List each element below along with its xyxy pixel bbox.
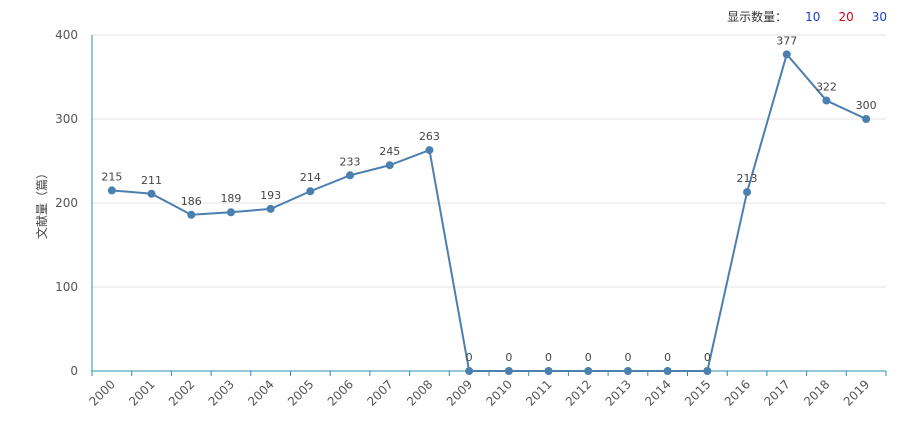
data-label: 300 bbox=[856, 99, 877, 112]
x-tick-label: 2005 bbox=[285, 377, 316, 408]
data-label: 233 bbox=[340, 155, 361, 168]
x-tick-label: 2004 bbox=[245, 377, 276, 408]
series-line bbox=[111, 52, 867, 372]
y-tick-label: 300 bbox=[55, 112, 78, 126]
x-tick-label: 2006 bbox=[325, 377, 356, 408]
x-tick-label: 2012 bbox=[563, 377, 594, 408]
data-label: 213 bbox=[737, 172, 758, 185]
data-label: 0 bbox=[704, 351, 711, 364]
data-label: 263 bbox=[419, 130, 440, 143]
y-tick-label: 200 bbox=[55, 196, 78, 210]
data-point bbox=[663, 367, 672, 375]
data-label: 211 bbox=[141, 174, 162, 187]
y-tick-label: 0 bbox=[70, 364, 78, 378]
count-option-20[interactable]: 20 bbox=[838, 9, 854, 24]
data-label: 214 bbox=[300, 171, 321, 184]
x-tick-label: 2000 bbox=[86, 377, 117, 408]
data-label: 245 bbox=[379, 145, 400, 158]
x-tick-label: 2018 bbox=[801, 377, 832, 408]
data-point bbox=[226, 208, 235, 217]
x-tick-label: 2003 bbox=[206, 377, 237, 408]
data-label: 0 bbox=[505, 351, 512, 364]
data-label: 189 bbox=[220, 192, 241, 205]
data-point bbox=[425, 146, 434, 155]
data-point bbox=[623, 367, 632, 375]
x-tick-label: 2017 bbox=[761, 377, 792, 408]
x-tick-label: 2008 bbox=[404, 377, 435, 408]
data-point bbox=[465, 367, 474, 375]
count-option-30[interactable]: 30 bbox=[871, 9, 887, 24]
data-point bbox=[187, 210, 196, 219]
data-point bbox=[107, 186, 116, 195]
x-tick-label: 2009 bbox=[444, 377, 475, 408]
data-label: 0 bbox=[545, 351, 552, 364]
x-tick-label: 2014 bbox=[642, 377, 673, 408]
display-count-control: 显示数量： 10 20 30 bbox=[727, 8, 887, 25]
data-label: 0 bbox=[664, 351, 671, 364]
data-point bbox=[385, 161, 394, 170]
data-point bbox=[346, 171, 355, 180]
data-label: 186 bbox=[181, 195, 202, 208]
y-axis-title: 文献量（篇） bbox=[34, 167, 49, 239]
y-tick-label: 400 bbox=[55, 28, 78, 42]
x-tick-label: 2013 bbox=[603, 377, 634, 408]
data-point bbox=[306, 187, 315, 196]
data-point bbox=[584, 367, 593, 375]
count-option-10[interactable]: 10 bbox=[805, 9, 821, 24]
data-label: 0 bbox=[466, 351, 473, 364]
x-tick-label: 2010 bbox=[483, 377, 514, 408]
x-tick-label: 2001 bbox=[126, 377, 157, 408]
data-label: 215 bbox=[101, 170, 122, 183]
data-point bbox=[266, 204, 275, 213]
data-point bbox=[544, 367, 553, 375]
data-label: 0 bbox=[624, 351, 631, 364]
x-tick-label: 2016 bbox=[722, 377, 753, 408]
display-count-label: 显示数量： bbox=[727, 10, 788, 24]
data-point bbox=[743, 188, 752, 197]
y-tick-label: 100 bbox=[55, 280, 78, 294]
data-point bbox=[504, 367, 513, 375]
data-point bbox=[147, 189, 156, 198]
data-label: 377 bbox=[776, 34, 797, 47]
data-point bbox=[782, 50, 791, 59]
data-point bbox=[822, 96, 831, 105]
x-tick-label: 2011 bbox=[523, 377, 554, 408]
data-label: 322 bbox=[816, 81, 837, 94]
data-point bbox=[862, 115, 871, 123]
x-tick-label: 2015 bbox=[682, 377, 713, 408]
data-label: 193 bbox=[260, 189, 281, 202]
data-label: 0 bbox=[585, 351, 592, 364]
data-point bbox=[703, 367, 712, 375]
x-tick-label: 2019 bbox=[841, 377, 872, 408]
x-tick-label: 2007 bbox=[364, 377, 395, 408]
x-tick-label: 2002 bbox=[166, 377, 197, 408]
